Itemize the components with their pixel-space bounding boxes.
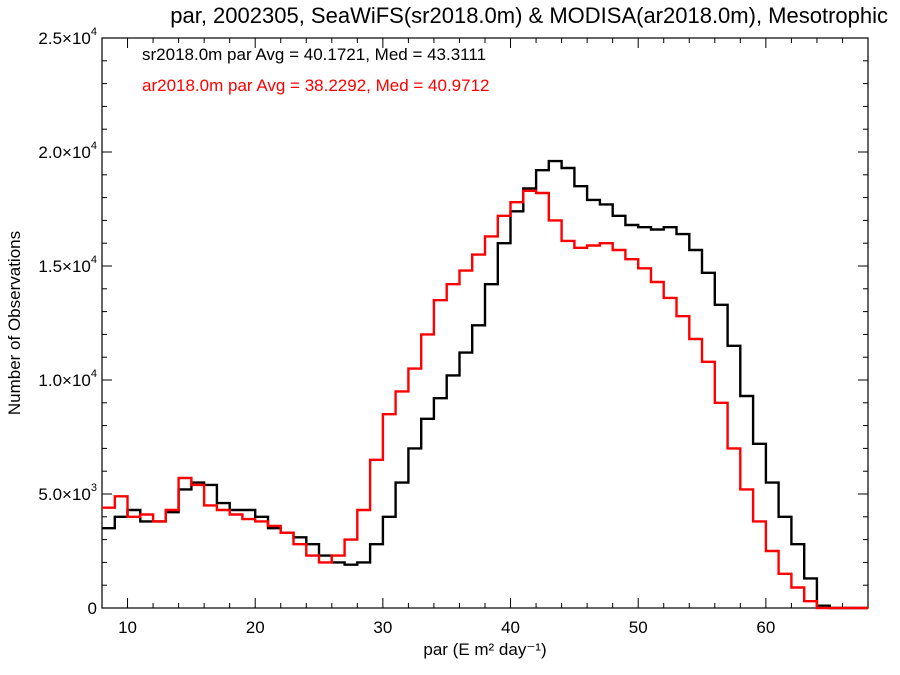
y-tick-label: 5.0×103	[38, 482, 97, 504]
y-tick-label: 2.5×104	[38, 26, 97, 48]
plot-area	[102, 159, 868, 610]
x-axis-label: par (E m² day⁻¹)	[423, 640, 546, 659]
x-tick-label: 10	[118, 618, 137, 637]
y-tick-label: 1.5×104	[38, 254, 97, 276]
y-axis-label: Number of Observations	[5, 231, 24, 415]
y-tick-mantissa: 1.5×10	[38, 257, 90, 276]
y-tick-mantissa: 1.0×10	[38, 371, 90, 390]
x-tick-label: 30	[373, 618, 392, 637]
y-tick-mantissa: 0	[88, 599, 97, 618]
x-tick-label: 60	[756, 618, 775, 637]
x-tick-label: 50	[629, 618, 648, 637]
y-tick-exponent: 4	[91, 26, 97, 38]
y-tick-label: 1.0×104	[38, 368, 97, 390]
x-tick-label: 40	[501, 618, 520, 637]
y-tick-mantissa: 2.5×10	[38, 29, 90, 48]
series-line-ar2018.0m	[102, 189, 868, 610]
x-tick-label: 20	[246, 618, 265, 637]
y-tick-mantissa: 5.0×10	[38, 485, 90, 504]
y-tick-exponent: 4	[91, 368, 97, 380]
y-tick-mantissa: 2.0×10	[38, 143, 90, 162]
y-tick-exponent: 4	[91, 254, 97, 266]
legend-entry-ar2018: ar2018.0m par Avg = 38.2292, Med = 40.97…	[142, 76, 490, 95]
x-axis: 10 20 30 40 50 60	[118, 38, 843, 637]
y-tick-exponent: 4	[91, 140, 97, 152]
y-tick-label: 0	[88, 599, 97, 618]
y-tick-exponent: 3	[91, 482, 97, 494]
legend-entry-sr2018: sr2018.0m par Avg = 40.1721, Med = 43.31…	[142, 45, 486, 64]
series-line-sr2018.0m	[102, 159, 868, 610]
chart-title: par, 2002305, SeaWiFS(sr2018.0m) & MODIS…	[170, 3, 888, 28]
y-tick-label: 2.0×104	[38, 140, 97, 162]
